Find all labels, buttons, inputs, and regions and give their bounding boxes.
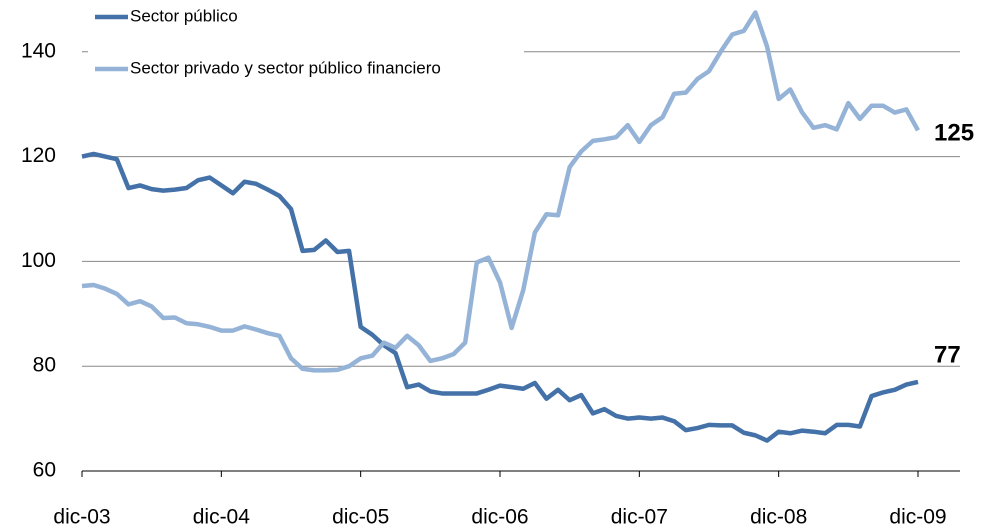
x-tick-label: dic-07	[611, 506, 668, 529]
y-tick-label: 80	[33, 354, 56, 377]
end-label: 77	[934, 341, 961, 368]
end-label: 125	[934, 120, 974, 147]
x-tick-label: dic-08	[750, 506, 807, 529]
y-tick-label: 100	[21, 249, 56, 272]
x-tick-label: dic-09	[889, 506, 946, 529]
series-line	[81, 151, 919, 443]
y-tick-label: 140	[21, 39, 56, 62]
x-tick-label: dic-05	[332, 506, 389, 529]
legend-background	[88, 0, 524, 90]
legend-label: Sector público	[130, 6, 238, 25]
legend-label: Sector privado y sector público financie…	[130, 58, 441, 77]
x-tick-label: dic-03	[53, 506, 110, 529]
series-line	[81, 10, 920, 373]
x-tick-label: dic-06	[471, 506, 528, 529]
y-tick-label: 60	[33, 459, 56, 482]
x-tick-label: dic-04	[193, 506, 251, 529]
y-tick-label: 120	[21, 144, 56, 167]
